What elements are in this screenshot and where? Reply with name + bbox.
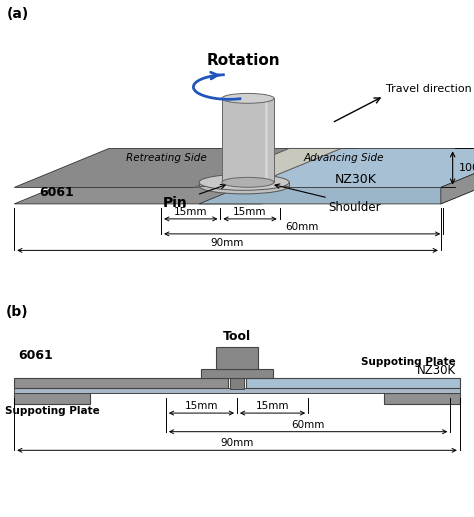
Polygon shape [14,165,356,204]
Bar [246,378,460,388]
Text: Tool: Tool [223,330,251,343]
Text: NZ30K: NZ30K [417,364,456,377]
Text: NZ30K: NZ30K [335,173,376,186]
Bar [201,369,273,378]
Text: (b): (b) [6,305,28,318]
Text: 15mm: 15mm [185,401,218,411]
Text: Travel direction: Travel direction [386,84,472,95]
Bar [216,347,258,369]
Text: 15mm: 15mm [256,401,289,411]
Bar [14,378,228,388]
Text: Advancing Side: Advancing Side [303,153,384,162]
Text: Pin: Pin [163,196,187,210]
Bar [14,388,460,393]
Text: 6061: 6061 [39,186,74,199]
Ellipse shape [222,94,274,103]
Bar [384,393,460,404]
Bar [199,183,289,186]
Text: (a): (a) [7,7,29,22]
Ellipse shape [222,177,274,187]
Text: Suppoting Plate: Suppoting Plate [5,406,100,416]
Text: 90mm: 90mm [220,438,254,448]
Polygon shape [441,148,474,204]
Bar [222,98,274,183]
Polygon shape [199,165,474,204]
Text: Suppoting Plate: Suppoting Plate [361,357,456,367]
Text: 100mm: 100mm [458,163,474,173]
Text: 6061: 6061 [18,349,53,362]
Text: 90mm: 90mm [211,238,244,248]
Text: Shoulder: Shoulder [328,201,381,214]
Text: 15mm: 15mm [174,207,208,217]
Polygon shape [199,148,474,188]
Text: 60mm: 60mm [285,222,319,232]
Text: 60mm: 60mm [292,419,325,430]
Polygon shape [194,148,341,188]
Ellipse shape [199,178,289,194]
Polygon shape [261,148,356,204]
Text: Rotation: Rotation [206,53,280,68]
Bar [14,393,90,404]
Text: Retreating Side: Retreating Side [126,153,206,162]
Polygon shape [14,148,356,188]
Polygon shape [213,181,228,188]
Bar [230,375,244,389]
Ellipse shape [199,174,289,190]
Text: 15mm: 15mm [233,207,267,217]
